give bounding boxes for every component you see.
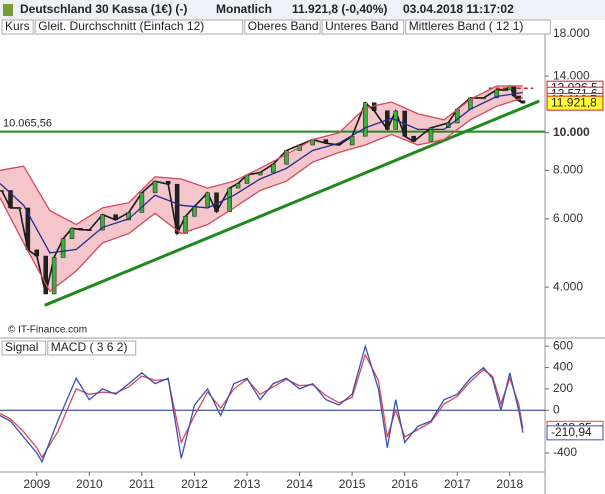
quote: 11.921,8 (-0,40%): [292, 2, 387, 16]
y-tick-label: 6.000: [553, 211, 583, 225]
candle: [244, 174, 250, 184]
legend-label: Signal: [5, 340, 38, 354]
candle: [183, 216, 188, 234]
series-line: [0, 343, 524, 464]
candle: [87, 229, 92, 231]
legend-label: Kurs: [5, 19, 30, 33]
y-tick-label: 4.000: [553, 279, 583, 293]
y-tick-label: 10.000: [553, 125, 590, 139]
legend-label: Mittleres Band ( 12 1): [409, 19, 524, 33]
candle: [481, 97, 486, 100]
candle: [503, 89, 508, 92]
legend-label: Oberes Band: [248, 19, 319, 33]
trendline: [44, 99, 540, 307]
level-label: 10.065,56: [3, 118, 52, 130]
legend-box: [47, 340, 137, 356]
header-bar: [0, 0, 605, 20]
candle: [60, 238, 66, 258]
candle: [520, 100, 526, 104]
y-tick-label: 200: [553, 381, 573, 395]
legend-box: [405, 19, 551, 35]
y-tick-label: -400: [553, 445, 577, 459]
flag-label: 11.921,8: [551, 95, 597, 109]
y-tick-label: 14.000: [553, 68, 590, 82]
band-fill: [0, 85, 523, 292]
price-flag: [546, 95, 604, 111]
candle: [100, 214, 105, 231]
candle: [411, 135, 416, 142]
candle: [78, 228, 83, 230]
candle: [428, 127, 434, 142]
x-tick-label: 2009: [23, 477, 50, 491]
candle: [17, 207, 22, 210]
candle: [152, 180, 158, 194]
candle: [0, 190, 4, 192]
legend-box: [321, 19, 405, 35]
flag-label: -210,94: [551, 425, 592, 439]
y-tick-label: 18.000: [553, 26, 590, 40]
x-tick-label: 2011: [129, 477, 155, 491]
timestamp: 03.04.2018 11:17:02: [403, 2, 514, 16]
candle: [51, 257, 57, 295]
x-tick-label: 2016: [391, 477, 418, 491]
x-tick-label: 2013: [234, 477, 261, 491]
series-line: [0, 85, 523, 226]
x-tick-label: 2014: [286, 477, 313, 491]
icon: [3, 4, 13, 16]
legend-box: [1, 340, 47, 356]
candle: [257, 172, 263, 176]
candle: [69, 228, 75, 239]
series-line: [0, 91, 523, 254]
x-tick-label: 2012: [181, 477, 208, 491]
copyright: © IT-Finance.com: [8, 325, 87, 336]
candle: [205, 192, 210, 207]
candle: [284, 150, 289, 165]
x-tick-label: 2010: [76, 477, 103, 491]
candle: [349, 135, 355, 146]
candle: [34, 249, 40, 257]
x-tick-label: 2015: [339, 477, 366, 491]
candle: [113, 214, 118, 221]
y-tick-label: 8.000: [553, 163, 583, 177]
candle: [227, 187, 232, 212]
legend-box: [244, 19, 321, 35]
candle: [235, 183, 241, 189]
legend-label: Gleit. Durchschnitt (Einfach 12): [38, 19, 204, 33]
y-tick-label: 0: [553, 402, 560, 416]
candle: [139, 192, 145, 213]
candle: [494, 89, 499, 99]
series-line: [0, 97, 524, 293]
x-tick-label: 2017: [444, 477, 471, 491]
y-tick-label: 400: [553, 360, 573, 374]
candle: [363, 102, 368, 137]
candle: [192, 206, 197, 217]
legend-label: Unteres Band: [325, 19, 398, 33]
candle: [507, 85, 513, 91]
legend-box: [1, 19, 34, 35]
title: Deutschland 30 Kassa (1€) (-): [20, 2, 187, 16]
candle: [174, 183, 180, 234]
candle: [271, 163, 276, 173]
series-line: [0, 353, 524, 459]
candle: [165, 180, 171, 185]
candle: [43, 255, 48, 295]
period: Monatlich: [216, 2, 272, 16]
legend-label: MACD ( 3 6 2): [51, 340, 128, 354]
candle: [323, 139, 329, 144]
y-tick-label: 600: [553, 338, 573, 352]
candle: [8, 190, 13, 209]
legend-box: [34, 19, 244, 35]
price-flag: [546, 425, 604, 441]
x-tick-label: 2018: [496, 477, 523, 491]
